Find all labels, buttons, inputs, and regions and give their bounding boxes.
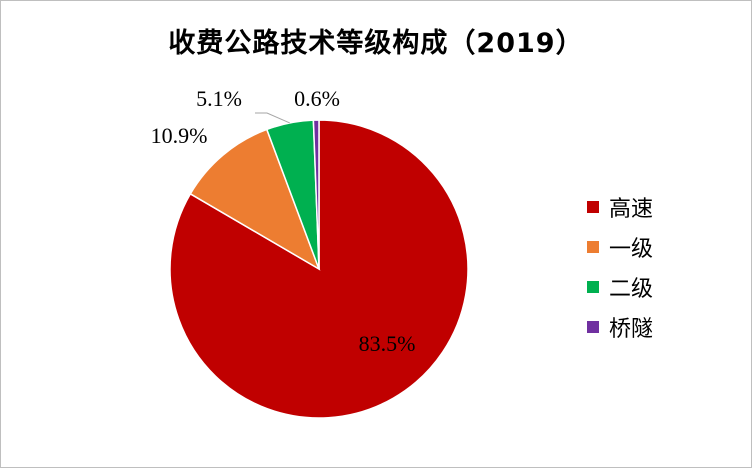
legend-label: 高速 xyxy=(609,197,654,222)
legend-swatch xyxy=(587,281,599,293)
legend-label: 一级 xyxy=(609,237,654,262)
pie-slice-1 xyxy=(189,128,321,271)
chart-title: 收费公路技术等级构成（2019） xyxy=(168,28,584,59)
pie-slice-3 xyxy=(312,119,320,270)
legend-item: 一级 xyxy=(587,227,653,267)
legend-item: 高速 xyxy=(587,187,653,227)
legend-swatch xyxy=(587,241,599,253)
legend-label: 桥隧 xyxy=(609,317,654,342)
leader-line xyxy=(255,112,290,124)
data-label-0: 83.5% xyxy=(359,331,416,356)
legend: 高速 一级 二级 桥隧 xyxy=(587,187,653,347)
data-label-1: 10.9% xyxy=(151,123,208,148)
legend-swatch xyxy=(587,201,599,213)
legend-label: 二级 xyxy=(609,277,654,302)
legend-item: 桥隧 xyxy=(587,307,653,347)
legend-swatch xyxy=(587,321,599,333)
data-label-3: 0.6% xyxy=(294,86,340,111)
legend-item: 二级 xyxy=(587,267,653,307)
data-label-2: 5.1% xyxy=(196,86,242,111)
